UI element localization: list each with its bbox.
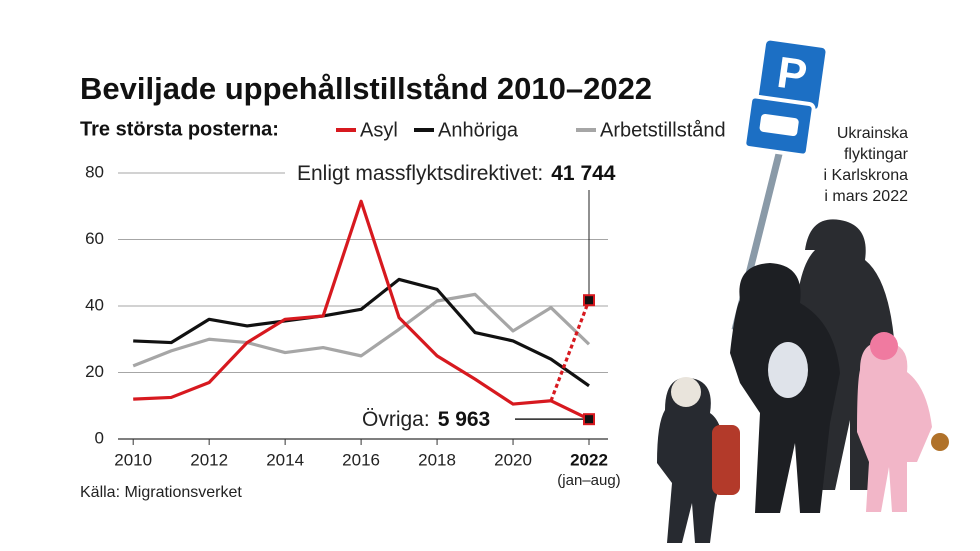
label-bg: [285, 160, 705, 188]
photo-caption: i mars 2022: [824, 188, 908, 205]
annotation-text: Enligt massflyktsdirektivet:: [297, 162, 543, 185]
x-tick-label: 2012: [190, 450, 228, 469]
chart-title: Beviljade uppehållstillstånd 2010–2022: [80, 71, 652, 106]
y-tick-label: 60: [85, 229, 104, 248]
x-tick-label: 2018: [418, 450, 456, 469]
y-tick-label: 40: [85, 295, 104, 314]
photo-caption: flyktingar: [844, 146, 909, 163]
legend-label: Anhöriga: [438, 119, 519, 141]
x-tick-label: 2016: [342, 450, 380, 469]
photo-caption: i Karlskrona: [824, 167, 909, 184]
x-note: (jan–aug): [557, 472, 620, 489]
annotation-marker: [583, 294, 596, 307]
photo: P: [657, 36, 949, 543]
annotation: Enligt massflyktsdirektivet: 41 744: [297, 162, 616, 185]
y-tick-label: 0: [95, 428, 104, 447]
series-line: [132, 292, 591, 368]
svg-text:P: P: [774, 48, 810, 101]
x-tick-label: 2022: [570, 450, 608, 469]
annotation-value: 41 744: [551, 162, 616, 185]
annotation: Övriga: 5 963: [362, 408, 490, 431]
x-tick-label: 2014: [266, 450, 304, 469]
legend-label: Arbetstillstånd: [600, 119, 726, 141]
x-tick-label: 2020: [494, 450, 532, 469]
series-line: [133, 277, 590, 388]
source: Källa: Migrationsverket: [80, 484, 242, 501]
y-tick-label: 80: [85, 162, 104, 181]
annotation-text: Övriga:: [362, 408, 430, 431]
legend-label: Asyl: [360, 119, 398, 141]
series-line: [133, 199, 590, 421]
projection-line: [549, 299, 591, 402]
label-bg: [355, 406, 515, 434]
x-tick-label: 2010: [114, 450, 152, 469]
y-tick-label: 20: [85, 362, 104, 381]
legend-title: Tre största posterna:: [80, 118, 279, 140]
photo-caption: Ukrainska: [837, 125, 908, 142]
annotation-marker: [583, 413, 596, 426]
annotation-value: 5 963: [438, 408, 491, 431]
